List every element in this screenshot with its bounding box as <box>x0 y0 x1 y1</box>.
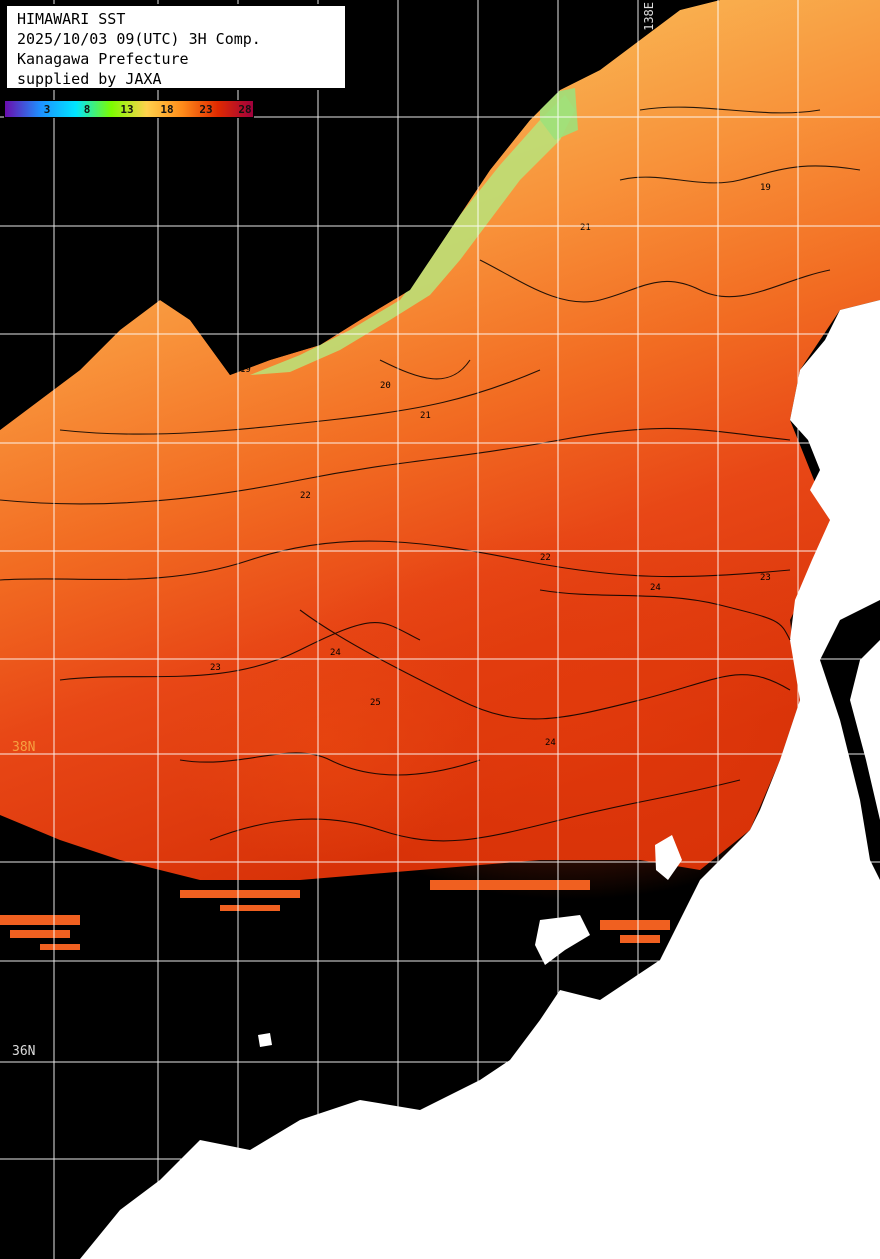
coastal-cool-strip-2 <box>540 88 578 140</box>
contour-label: 24 <box>650 583 661 593</box>
contour-label: 23 <box>210 663 221 673</box>
contour-label: 19 <box>760 183 771 193</box>
contour-label: 25 <box>370 698 381 708</box>
lon-label-138e: 138E <box>642 2 656 31</box>
map-info-box: HIMAWARI SST 2025/10/03 09(UTC) 3H Comp.… <box>5 4 347 90</box>
colorbar-tick: 8 <box>83 103 91 116</box>
isotherm-labels: 19 20 21 22 22 23 24 24 24 25 21 19 23 <box>210 183 771 748</box>
region-line: Kanagawa Prefecture <box>17 50 189 68</box>
contour-label: 19 <box>240 365 251 375</box>
credit-line: supplied by JAXA <box>17 70 162 88</box>
contour-label: 23 <box>760 573 771 583</box>
contour-label: 22 <box>300 491 311 501</box>
hot-core-west <box>150 480 650 900</box>
colorbar-tick: 28 <box>238 103 252 116</box>
contour-label: 24 <box>545 738 556 748</box>
date-line: 2025/10/03 09(UTC) 3H Comp. <box>17 30 261 48</box>
land-east <box>80 300 880 1259</box>
colorbar-tick: 18 <box>160 103 174 116</box>
contour-label: 21 <box>580 223 591 233</box>
title-line: HIMAWARI SST <box>17 10 126 28</box>
peninsula-north <box>535 915 590 965</box>
isotherm-contours <box>0 106 861 842</box>
contour-label: 24 <box>330 648 341 658</box>
colorbar-tick: 13 <box>120 103 134 116</box>
contour-label: 22 <box>540 553 551 563</box>
contour-label: 21 <box>420 411 431 421</box>
island-black <box>165 118 218 165</box>
colorbar-tick: 3 <box>43 103 51 116</box>
small-island <box>258 1033 272 1047</box>
temperature-colorbar: 3 8 13 18 23 28 <box>4 100 254 118</box>
colorbar-tick: 23 <box>199 103 213 116</box>
land-east-inner <box>850 640 880 820</box>
lat-label-36n: 36N <box>12 1044 36 1059</box>
lat-label-38n: 38N <box>12 740 36 755</box>
land-coast-notch <box>655 835 682 880</box>
contour-label: 20 <box>380 381 391 391</box>
island-east <box>820 395 880 455</box>
